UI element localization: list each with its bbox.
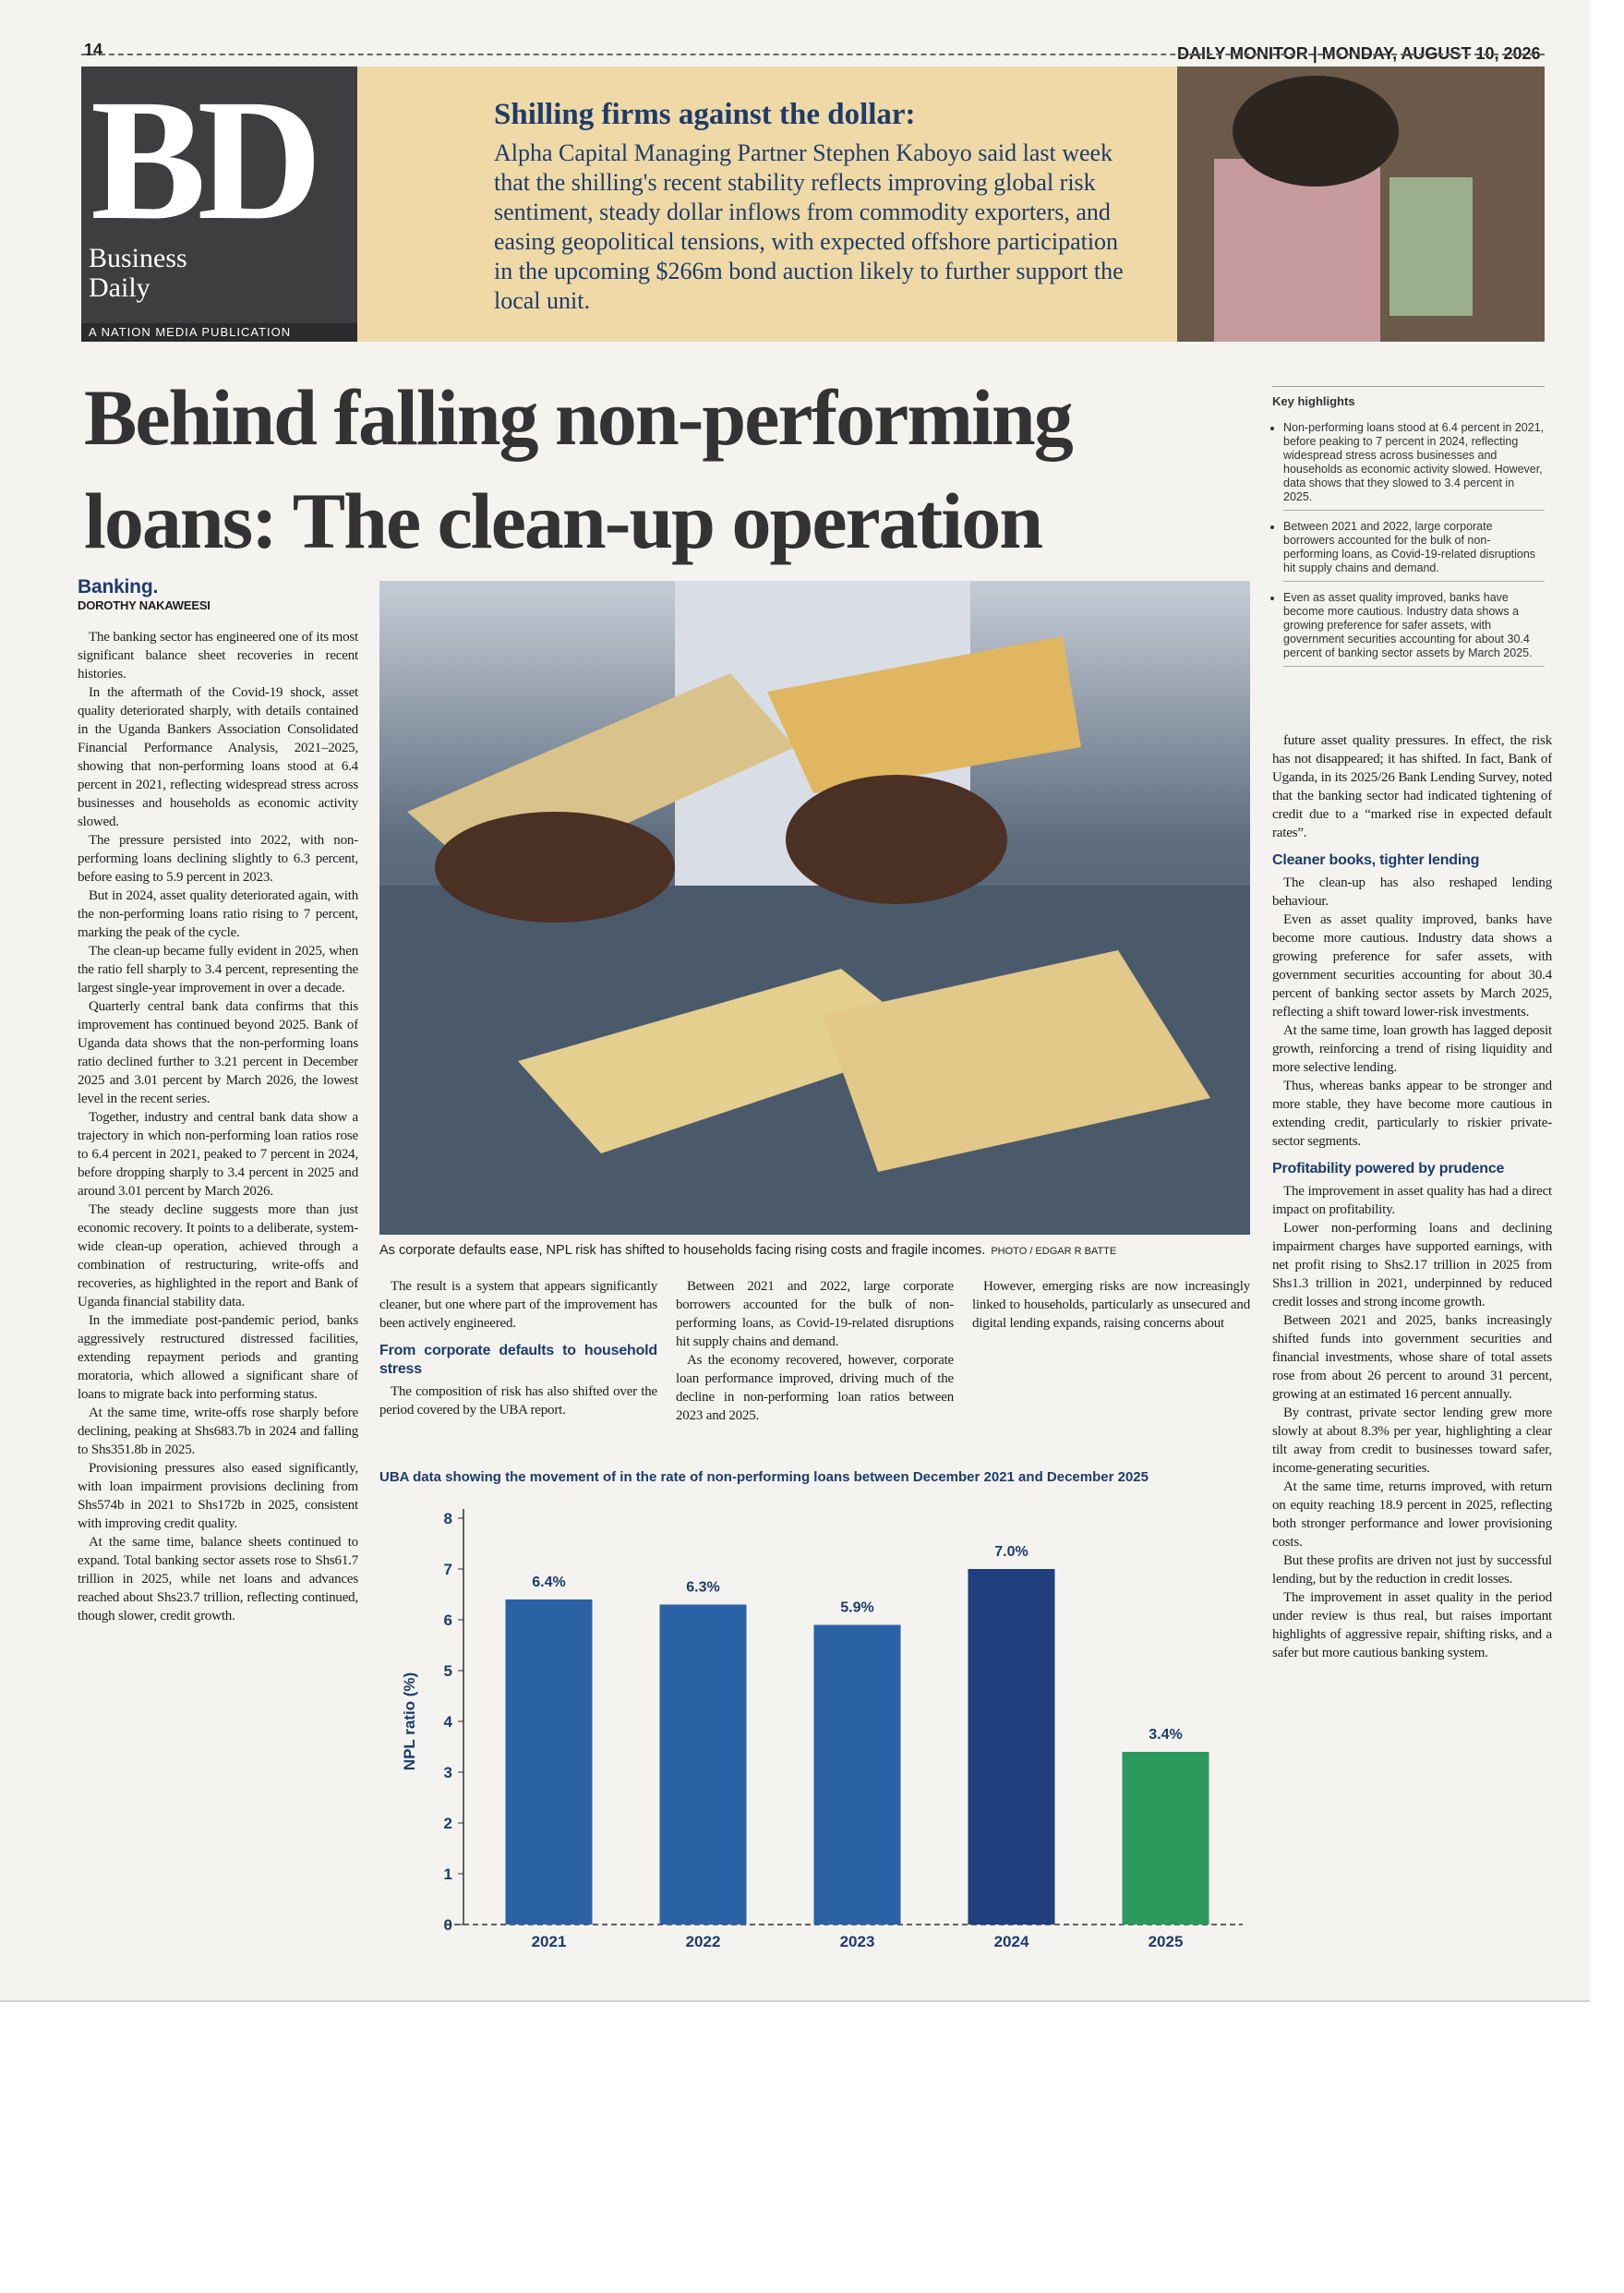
y-axis-label: NPL ratio (%) bbox=[401, 1672, 418, 1770]
paragraph: The pressure persisted into 2022, with n… bbox=[78, 833, 358, 885]
y-tick-label: 7 bbox=[444, 1561, 452, 1578]
byline: DOROTHY NAKAWEESI bbox=[78, 598, 211, 612]
paragraph: Together, industry and central bank data… bbox=[78, 1110, 358, 1199]
paragraph: Lower non-performing loans and declining… bbox=[1272, 1221, 1552, 1309]
y-tick-label: 3 bbox=[444, 1764, 452, 1781]
logo-name: Business Daily bbox=[89, 243, 187, 303]
subhead: Cleaner books, tighter lending bbox=[1272, 852, 1480, 868]
paragraph: Thus, whereas banks appear to be stronge… bbox=[1272, 1079, 1552, 1149]
logo-tagline: A NATION MEDIA PUBLICATION bbox=[81, 323, 357, 342]
x-tick-label: 2022 bbox=[686, 1933, 721, 1950]
banner: Shilling firms against the dollar: Alpha… bbox=[357, 66, 1177, 342]
paragraph: Quarterly central bank data confirms tha… bbox=[78, 999, 358, 1106]
key-highlights-title: Key highlights bbox=[1272, 394, 1355, 408]
headline: Behind falling non-performing loans: The… bbox=[84, 373, 1074, 565]
key-highlights: Key highlights Non-performing loans stoo… bbox=[1272, 386, 1545, 676]
value-label: 6.4% bbox=[532, 1575, 565, 1590]
paragraph: At the same time, loan growth has lagged… bbox=[1272, 1023, 1552, 1075]
y-tick-label: 4 bbox=[444, 1713, 453, 1731]
paragraph: The steady decline suggests more than ju… bbox=[78, 1202, 358, 1309]
subhead: Profitability powered by prudence bbox=[1272, 1161, 1505, 1177]
photo bbox=[379, 581, 1250, 1235]
paragraph: The banking sector has engineered one of… bbox=[78, 630, 358, 682]
page-number: 14 bbox=[84, 41, 103, 59]
logo: BD Business Daily A NATION MEDIA PUBLICA… bbox=[81, 63, 357, 342]
paragraph: Between 2021 and 2025, banks increasingl… bbox=[1272, 1313, 1552, 1402]
paragraph: But in 2024, asset quality deteriorated … bbox=[78, 888, 358, 940]
value-label: 3.4% bbox=[1149, 1727, 1182, 1743]
value-label: 7.0% bbox=[994, 1544, 1028, 1560]
paragraph: But these profits are driven not just by… bbox=[1272, 1553, 1552, 1587]
bar bbox=[659, 1604, 747, 1925]
y-tick-label: 2 bbox=[444, 1815, 452, 1832]
y-tick-label: 5 bbox=[444, 1662, 452, 1680]
rule bbox=[81, 54, 1545, 55]
paragraph: Provisioning pressures also eased signif… bbox=[78, 1461, 358, 1531]
highlight-list: Non-performing loans stood at 6.4 percen… bbox=[1272, 421, 1545, 667]
subhead: From corporate defaults to household str… bbox=[379, 1343, 657, 1377]
right-column: future asset quality pressures. In effec… bbox=[1272, 731, 1552, 1950]
paragraph: Between 2021 and 2022, large corporate b… bbox=[676, 1279, 954, 1349]
bar bbox=[505, 1599, 593, 1925]
x-tick-label: 2025 bbox=[1149, 1933, 1184, 1950]
logo-mark: BD bbox=[90, 63, 322, 256]
paragraph: Even as asset quality improved, banks ha… bbox=[1272, 912, 1552, 1020]
paragraph: At the same time, returns improved, with… bbox=[1272, 1479, 1552, 1550]
paragraph: The improvement in asset quality has had… bbox=[1272, 1184, 1552, 1217]
value-label: 5.9% bbox=[840, 1600, 873, 1616]
bar bbox=[968, 1569, 1055, 1925]
bar-chart: UBA data showing the movement of in the … bbox=[379, 1469, 1243, 1950]
banner-photo bbox=[1177, 66, 1545, 342]
paragraph: As the economy recovered, however, corpo… bbox=[676, 1353, 954, 1423]
bar bbox=[1122, 1752, 1209, 1925]
x-tick-label: 2023 bbox=[840, 1933, 875, 1950]
paragraph: At the same time, balance sheets continu… bbox=[78, 1535, 358, 1623]
x-tick-label: 2021 bbox=[532, 1933, 567, 1950]
paragraph: In the immediate post-pandemic period, b… bbox=[78, 1313, 358, 1402]
section-label: Banking. bbox=[78, 578, 159, 597]
paragraph: In the aftermath of the Covid-19 shock, … bbox=[78, 685, 358, 829]
paragraph: The clean-up became fully evident in 202… bbox=[78, 944, 358, 996]
paragraph: The composition of risk has also shifted… bbox=[379, 1384, 657, 1418]
paragraph: The improvement in asset quality in the … bbox=[1272, 1590, 1552, 1660]
bar bbox=[813, 1624, 901, 1925]
paragraph: By contrast, private sector lending grew… bbox=[1272, 1406, 1552, 1476]
y-tick-label: 1 bbox=[444, 1865, 452, 1883]
chart-title: UBA data showing the movement of in the … bbox=[379, 1469, 1149, 1485]
photo-caption: As corporate defaults ease, NPL risk has… bbox=[379, 1243, 1250, 1258]
highlight: Between 2021 and 2022, large corporate b… bbox=[1283, 520, 1545, 582]
paragraph: At the same time, write-offs rose sharpl… bbox=[78, 1406, 358, 1457]
highlight: Non-performing loans stood at 6.4 percen… bbox=[1283, 421, 1545, 511]
value-label: 6.3% bbox=[686, 1580, 719, 1596]
photo-credit: PHOTO / EDGAR R BATTE bbox=[991, 1246, 1117, 1257]
left-column: Banking. DOROTHY NAKAWEESI The banking s… bbox=[78, 578, 358, 1945]
x-tick-label: 2024 bbox=[994, 1933, 1029, 1950]
paragraph: However, emerging risks are now increasi… bbox=[972, 1279, 1250, 1331]
paragraph: The result is a system that appears sign… bbox=[379, 1279, 657, 1331]
banner-title: Shilling firms against the dollar: bbox=[494, 98, 916, 131]
y-tick-label: 8 bbox=[444, 1510, 452, 1527]
y-tick-label: 6 bbox=[444, 1611, 452, 1629]
middle-columns: The result is a system that appears sign… bbox=[379, 1277, 1250, 1439]
paragraph: The clean-up has also reshaped lending b… bbox=[1272, 875, 1552, 909]
paragraph: future asset quality pressures. In effec… bbox=[1272, 733, 1552, 840]
highlight: Even as asset quality improved, banks ha… bbox=[1283, 591, 1545, 667]
banner-body: Alpha Capital Managing Partner Stephen K… bbox=[494, 139, 1124, 314]
caption-text: As corporate defaults ease, NPL risk has… bbox=[379, 1243, 986, 1258]
y-tick-label: 0 bbox=[444, 1916, 452, 1934]
